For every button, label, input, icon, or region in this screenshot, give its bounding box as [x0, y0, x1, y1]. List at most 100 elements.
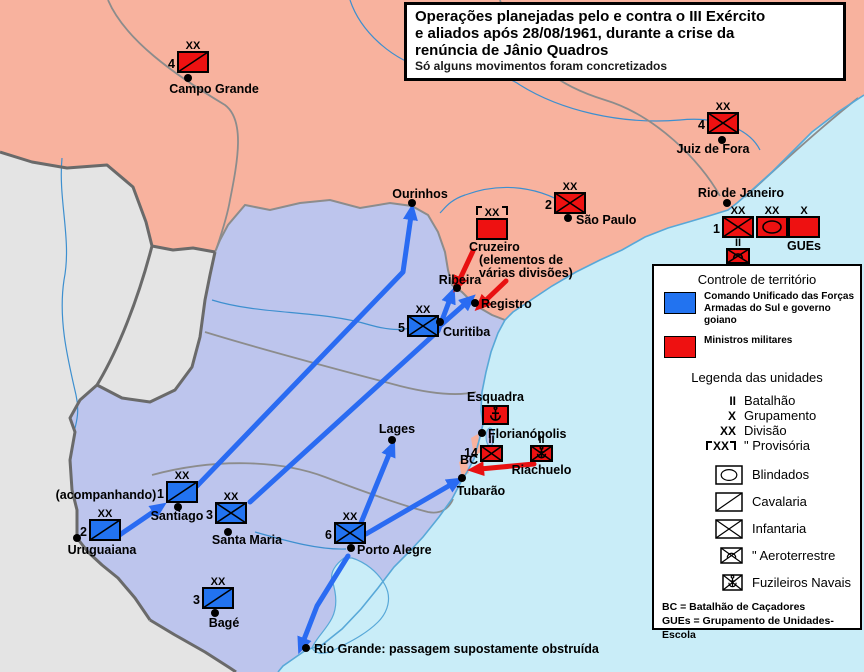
svg-text:Cruzeiro: Cruzeiro — [469, 240, 520, 254]
unit-uruguaiana-div2: XX 2 — [80, 508, 121, 541]
unit-size-label: Grupamento — [744, 408, 817, 423]
legend-size-rows: II Batalhão X Grupamento XX Divisão XX " Provis… — [654, 393, 860, 453]
svg-text:várias divisões): várias divisões) — [479, 266, 573, 280]
svg-text:1: 1 — [713, 222, 720, 236]
svg-text:Florianópolis: Florianópolis — [488, 427, 567, 441]
unit-rio-div1: XX 1 — [713, 205, 754, 238]
svg-text:Rio Grande: passagem supostame: Rio Grande: passagem supostamente obstru… — [314, 642, 600, 656]
legend-size-row: XX " Provisória — [654, 438, 860, 453]
coastline — [277, 94, 864, 672]
svg-text:Juiz de Fora: Juiz de Fora — [677, 142, 751, 156]
svg-text:Esquadra: Esquadra — [467, 390, 525, 404]
legend-footnote: BC = Batalhão de Caçadores — [662, 601, 806, 613]
legend-symbol-row-armor: Blindados — [654, 461, 860, 488]
svg-text:XX: XX — [485, 207, 500, 219]
legend-box: Controle de território Comando Unificado… — [652, 264, 862, 641]
territory-color-swatch — [664, 292, 696, 314]
infantry-symbol-icon — [654, 518, 744, 540]
city-marker: Rio Grande: passagem supostamente obstru… — [302, 642, 600, 656]
legend-units-title: Legenda das unidades — [691, 370, 823, 385]
map-annotations: (acompanhando) Cruzeiro(elementos devária… — [56, 240, 573, 502]
svg-text:II: II — [735, 237, 741, 249]
unit-size-label: Divisão — [744, 423, 787, 438]
unit-rio-blindados: XX — [756, 205, 788, 238]
unit-size-label: Batalhão — [744, 393, 796, 408]
svg-text:3: 3 — [206, 508, 213, 522]
unit-size-label: " Provisória — [744, 438, 811, 453]
city-marker: Santiago — [151, 503, 204, 523]
unit-rio-gues: X GUEs — [787, 205, 821, 253]
svg-text:6: 6 — [325, 528, 332, 542]
movement-arrow — [297, 553, 351, 655]
unit-cruzeiro-div-provisoria: XX — [476, 206, 508, 240]
svg-text:Ourinhos: Ourinhos — [392, 187, 448, 201]
legend-size-row: II Batalhão — [654, 393, 860, 408]
legend-size-row: X Grupamento — [654, 408, 860, 423]
unit-type-label: Fuzileiros Navais — [752, 575, 851, 590]
city-marker: Registro — [471, 297, 532, 311]
svg-text:XX: XX — [416, 304, 431, 316]
unit-size-symbol: XX — [719, 424, 736, 438]
legend-territory-rows: Comando Unificado das Forças Armadas do … — [654, 291, 860, 358]
territory-label: Ministros militares — [704, 335, 793, 346]
svg-text:5: 5 — [398, 321, 405, 335]
svg-text:Rio de Janeiro: Rio de Janeiro — [698, 186, 784, 200]
unit-size-symbol: II — [729, 394, 736, 408]
svg-text:XX: XX — [731, 205, 746, 217]
svg-text:XX: XX — [343, 511, 358, 523]
legend-footnote: GUEs = Grupamento de Unidades-Escola — [662, 615, 834, 641]
city-marker: Santa Maria — [212, 528, 283, 547]
unit-type-label: Infantaria — [752, 521, 807, 536]
unit-size-symbol: X — [727, 409, 736, 423]
svg-text:X: X — [800, 205, 808, 217]
unit-esquadra: Esquadra — [467, 390, 525, 425]
city-marker: Rio de Janeiro — [698, 186, 784, 207]
territory-color-swatch — [664, 336, 696, 358]
unit-rio-aeroterrestre: II — [726, 237, 750, 264]
svg-text:Lages: Lages — [379, 422, 415, 436]
map-annotation: (acompanhando) — [56, 488, 157, 502]
svg-text:II: II — [538, 434, 544, 446]
svg-text:Ribeira: Ribeira — [439, 273, 482, 287]
svg-text:Curitiba: Curitiba — [443, 325, 491, 339]
svg-text:XX: XX — [224, 491, 239, 503]
city-marker: Juiz de Fora — [677, 136, 751, 156]
svg-text:4: 4 — [698, 118, 705, 132]
legend-symbol-row-infantry: Infantaria — [654, 515, 860, 542]
territory-label: Comando Unificado das Forças Armadas do … — [704, 291, 855, 326]
svg-text:14: 14 — [464, 446, 478, 460]
svg-text:GUEs: GUEs — [787, 239, 821, 253]
country-borders — [0, 150, 237, 672]
unit-santa-maria-div3: XX 3 — [206, 491, 247, 524]
movement-arrow — [474, 278, 509, 311]
unit-riachuelo: II Riachuelo — [512, 434, 572, 477]
movement-arrow — [438, 294, 476, 328]
armor-symbol-icon — [654, 464, 744, 486]
legend-territory-row: Comando Unificado das Forças Armadas do … — [664, 291, 860, 327]
state-borders — [107, 0, 859, 514]
svg-text:Santa Maria: Santa Maria — [212, 533, 283, 547]
svg-text:1: 1 — [157, 487, 164, 501]
unit-type-label: Cavalaria — [752, 494, 807, 509]
city-marker: Curitiba — [436, 318, 491, 339]
airborne-symbol-icon — [654, 546, 744, 565]
unit-bage-div3: XX 3 — [193, 576, 234, 609]
svg-text:Porto Alegre: Porto Alegre — [357, 543, 432, 557]
legend-symbol-row-airborne: " Aeroterrestre — [654, 542, 860, 569]
svg-text:Campo Grande: Campo Grande — [169, 82, 259, 96]
svg-text:BC: BC — [460, 453, 478, 467]
unit-size-symbol: XX — [654, 439, 736, 453]
movement-arrow — [194, 203, 418, 489]
svg-text:Registro: Registro — [481, 297, 532, 311]
title-line: Operações planejadas pelo e contra o III… — [415, 8, 766, 25]
legend-symbol-row-marines: Fuzileiros Navais — [654, 569, 860, 596]
svg-text:2: 2 — [80, 525, 87, 539]
unit-curitiba-div5: XX 5 — [398, 304, 439, 337]
svg-text:II: II — [488, 434, 494, 446]
legend-territory-title: Controle de território — [697, 272, 817, 287]
city-marker: Tubarão — [457, 474, 506, 498]
svg-text:Bagé: Bagé — [209, 616, 240, 630]
